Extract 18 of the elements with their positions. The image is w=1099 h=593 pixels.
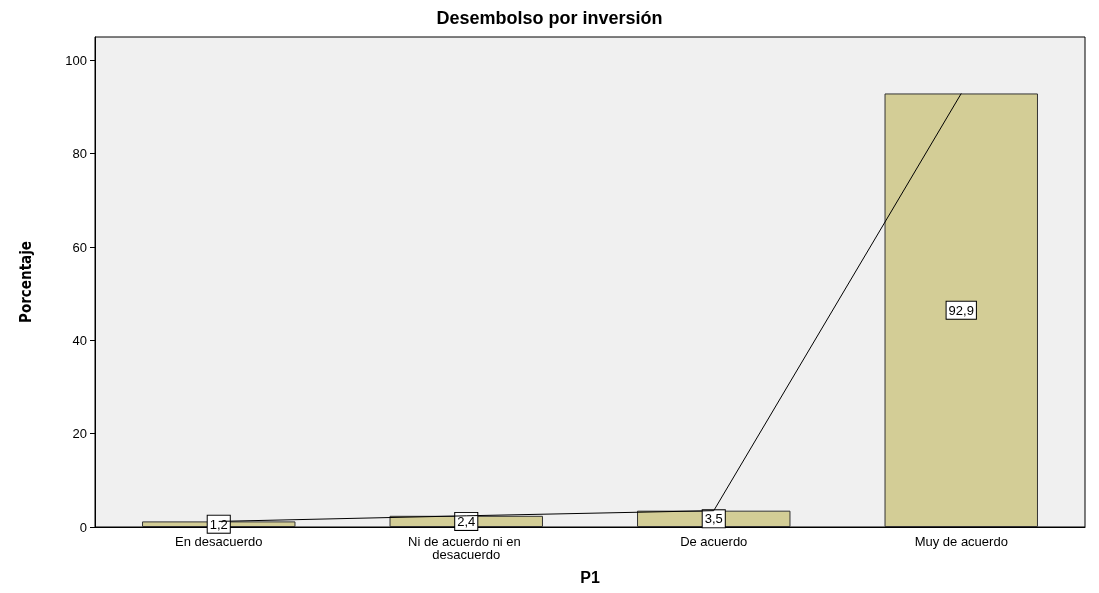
chart-title: Desembolso por inversión bbox=[436, 8, 663, 28]
x-tick-label: Ni de acuerdo ni en desacuerdo bbox=[408, 534, 525, 562]
data-label: 1,2 bbox=[209, 516, 228, 532]
x-axis-title: P1 bbox=[580, 568, 600, 586]
y-tick-label: 20 bbox=[72, 426, 87, 442]
y-tick-label: 40 bbox=[72, 332, 87, 348]
y-tick-label: 100 bbox=[65, 52, 87, 68]
y-tick-label: 0 bbox=[79, 519, 87, 535]
x-tick-label: En desacuerdo bbox=[175, 534, 263, 549]
y-tick-label: 60 bbox=[72, 239, 87, 255]
x-tick-label: Muy de acuerdo bbox=[914, 534, 1008, 549]
bar bbox=[884, 93, 1038, 527]
x-tick-label: De acuerdo bbox=[680, 534, 748, 549]
data-label: 3,5 bbox=[704, 511, 723, 527]
data-label: 92,9 bbox=[948, 302, 974, 318]
data-label: 2,4 bbox=[457, 513, 476, 529]
y-tick-label: 80 bbox=[72, 146, 87, 162]
y-axis-title: Porcentaje bbox=[16, 241, 35, 323]
